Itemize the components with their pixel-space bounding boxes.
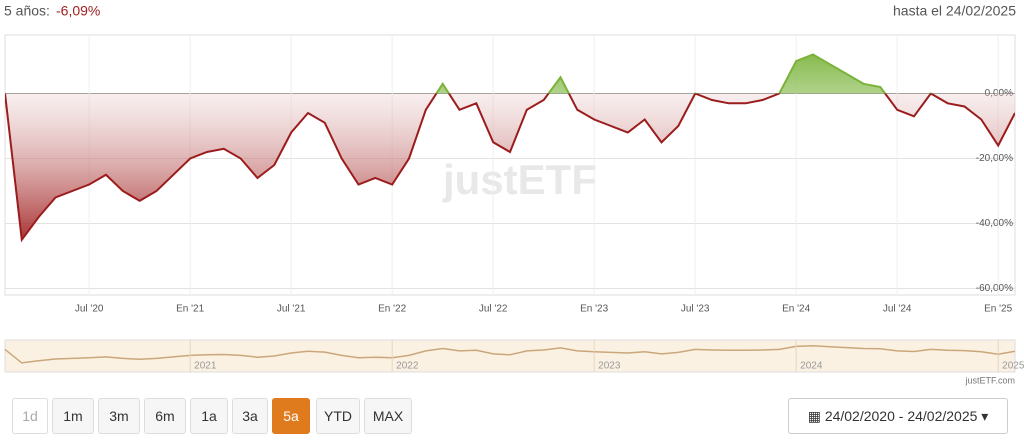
until-date: hasta el 24/02/2025	[893, 3, 1016, 19]
navigator-label: 2022	[396, 361, 419, 372]
line	[5, 53, 933, 94]
navigator-label: 2024	[800, 361, 823, 372]
date-range-text: 24/02/2020 - 24/02/2025	[824, 408, 978, 424]
navigator	[4, 339, 1016, 373]
range-button[interactable]: 3m	[98, 398, 140, 434]
date-range[interactable]: ▦ 24/02/2020 - 24/02/2025 ▾	[788, 398, 1008, 434]
x-tick-label: En '21	[176, 304, 204, 315]
performance: -6,09%	[56, 3, 100, 19]
area	[5, 93, 1015, 240]
range-button[interactable]: 1m	[52, 398, 94, 434]
range-button[interactable]: 6m	[144, 398, 186, 434]
navigator-label: 2023	[598, 361, 621, 372]
range-button[interactable]: 1a	[190, 398, 228, 434]
y-tick-label: -60,00%	[976, 283, 1013, 294]
chart: 5 años: -6,09% hasta el 24/02/2025 justE…	[4, 3, 1024, 386]
credit: justETF.com	[964, 375, 1015, 385]
navigator-label: 2025	[1002, 361, 1024, 372]
x-tick-label: Jul '24	[883, 304, 912, 315]
x-tick-label: En '25	[984, 304, 1012, 315]
y-tick-label: -40,00%	[976, 218, 1013, 229]
x-tick-label: Jul '23	[681, 304, 710, 315]
watermark: justETF	[442, 156, 597, 203]
x-tick-label: En '24	[782, 304, 810, 315]
area	[5, 54, 1015, 94]
line	[5, 93, 1015, 243]
navigator-line	[4, 345, 1016, 364]
x-tick-label: En '23	[580, 304, 608, 315]
x-tick-label: Jul '20	[75, 304, 104, 315]
period: 5 años:	[4, 3, 50, 19]
range-button[interactable]: 5a	[272, 398, 310, 434]
x-tick-label: Jul '21	[277, 304, 306, 315]
x-tick-label: En '22	[378, 304, 406, 315]
range-button: 1d	[12, 398, 48, 434]
x-tick-label: Jul '22	[479, 304, 508, 315]
range-button[interactable]: YTD	[316, 398, 360, 434]
range-button[interactable]: MAX	[364, 398, 412, 434]
y-tick-label: -20,00%	[976, 153, 1013, 164]
range-button[interactable]: 3a	[232, 398, 268, 434]
navigator-label: 2021	[194, 361, 217, 372]
plot-area	[4, 34, 1016, 296]
